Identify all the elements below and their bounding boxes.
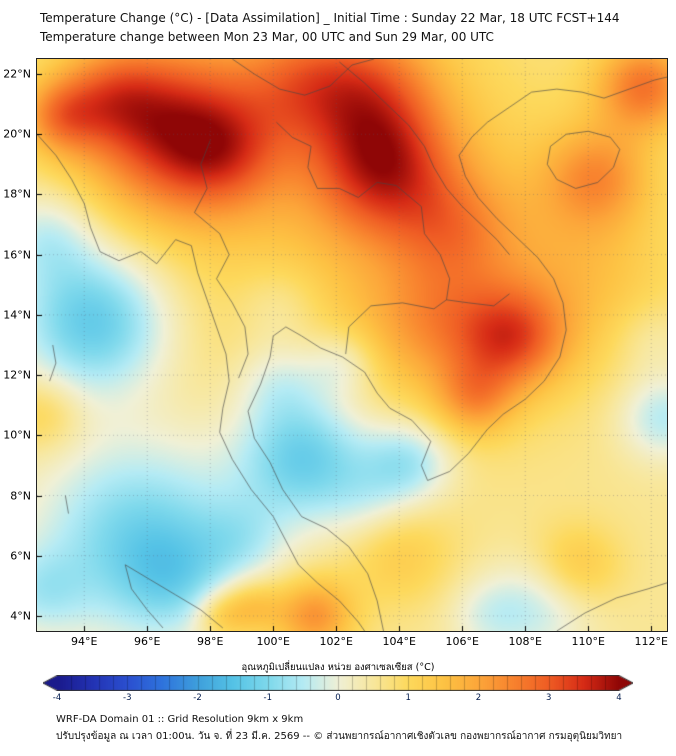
- colorbar-tick-label: -2: [193, 693, 202, 703]
- product-subtitle: Temperature change between Mon 23 Mar, 0…: [40, 30, 494, 45]
- map-frame: [36, 58, 668, 632]
- colorbar-tick-label: 1: [405, 693, 411, 703]
- lon-tick-label: 104°E: [382, 635, 416, 648]
- colorbar-tick-label: 4: [616, 693, 622, 703]
- footer: WRF-DA Domain 01 :: Grid Resolution 9km …: [56, 712, 622, 745]
- header: Temperature Change (°C) - [Data Assimila…: [40, 9, 620, 47]
- colorbar-tick-label: 3: [546, 693, 552, 703]
- lat-tick-label: 18°N: [3, 187, 31, 201]
- product-title: Temperature Change (°C) - [Data Assimila…: [40, 11, 620, 25]
- lat-tick-label: 6°N: [10, 549, 31, 563]
- lat-tick-label: 14°N: [3, 308, 31, 322]
- lon-tick-label: 96°E: [134, 635, 161, 648]
- lon-tick-label: 98°E: [197, 635, 224, 648]
- lat-tick-label: 12°N: [3, 368, 31, 382]
- lat-tick-label: 16°N: [3, 248, 31, 262]
- colorbar-tick-label: -3: [123, 693, 132, 703]
- lat-tick-label: 22°N: [3, 67, 31, 81]
- colorbar-title: อุณหภูมิเปลี่ยนแปลง หน่วย องศาเซลเซียส (…: [241, 662, 435, 673]
- temperature-field-map: [37, 59, 667, 631]
- footer-domain-info: WRF-DA Domain 01 :: Grid Resolution 9km …: [56, 714, 304, 725]
- colorbar: [43, 675, 633, 691]
- colorbar-tick-label: 0: [335, 693, 341, 703]
- lon-tick-label: 108°E: [508, 635, 542, 648]
- latitude-axis: 4°N 6°N 8°N 10°N 12°N 14°N 16°N 18°N 20°N 22°N: [0, 59, 34, 631]
- lon-tick-label: 112°E: [634, 635, 668, 648]
- colorbar-tick-label: -1: [263, 693, 272, 703]
- lon-tick-label: 110°E: [571, 635, 605, 648]
- colorbar-tick-labels: -4 -3 -2 -1 0 1 2 3 4: [43, 693, 633, 705]
- lon-tick-label: 102°E: [319, 635, 353, 648]
- lon-tick-label: 94°E: [71, 635, 98, 648]
- colorbar-tick-label: 2: [475, 693, 482, 703]
- colorbar-tick-label: -4: [52, 693, 62, 703]
- longitude-axis: 94°E 96°E 98°E 100°E 102°E 104°E 106°E 108°E 110…: [37, 635, 668, 651]
- lat-tick-label: 4°N: [10, 609, 31, 623]
- lat-tick-label: 20°N: [3, 127, 31, 141]
- lon-tick-label: 106°E: [445, 635, 479, 648]
- lat-tick-label: 10°N: [3, 428, 31, 442]
- lat-tick-label: 8°N: [10, 489, 31, 503]
- footer-update-info: ปรับปรุงข้อมูล ณ เวลา 01:00น. วัน จ. ที่…: [56, 730, 623, 742]
- lon-tick-label: 100°E: [256, 635, 290, 648]
